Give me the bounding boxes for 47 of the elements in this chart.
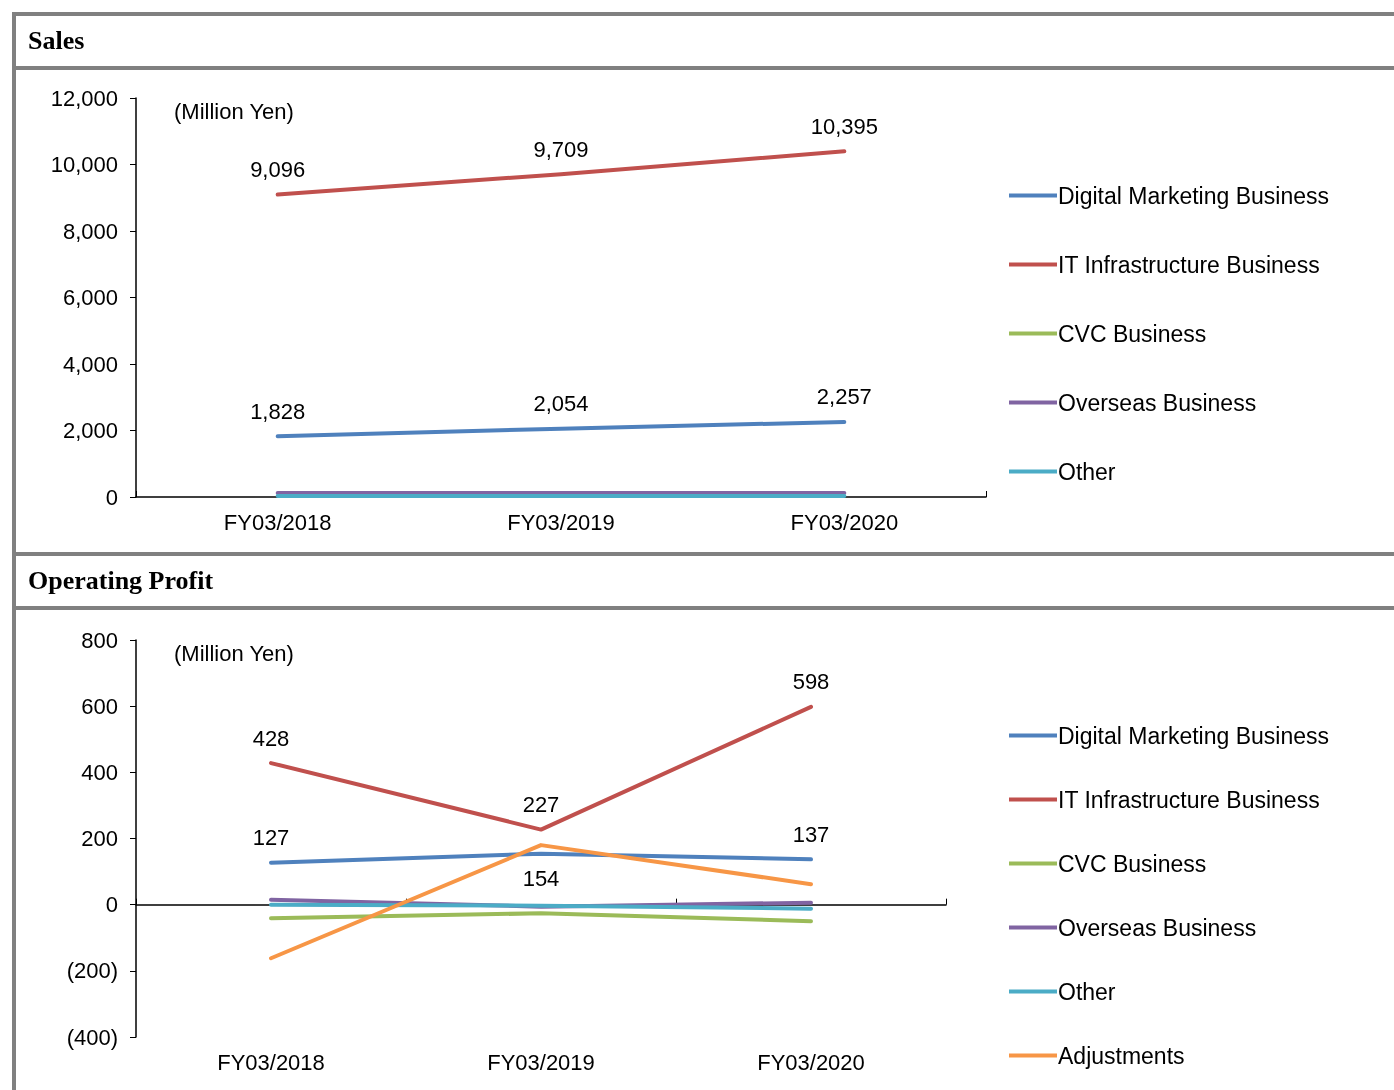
- x-tick-label: FY03/2020: [757, 1049, 865, 1075]
- x-tick-label: FY03/2020: [790, 509, 899, 535]
- legend-label: Digital Marketing Business: [1058, 182, 1330, 209]
- data-label: 9,709: [533, 136, 589, 162]
- y-tick-label: 0: [105, 484, 118, 510]
- data-label: 428: [252, 725, 290, 751]
- chart-title: Operating Profit: [16, 552, 1394, 610]
- y-tick-label: 600: [81, 693, 118, 719]
- legend-label: Digital Marketing Business: [1058, 722, 1330, 749]
- x-tick-label: FY03/2019: [507, 509, 615, 535]
- data-label: 10,395: [810, 113, 878, 139]
- y-tick-label: 2,000: [62, 418, 118, 443]
- data-label: 2,257: [816, 384, 872, 410]
- data-label: 1,828: [250, 398, 306, 424]
- legend-label: IT Infrastructure Business: [1058, 786, 1320, 813]
- y-tick-label: 800: [81, 627, 118, 653]
- x-tick-label: FY03/2019: [487, 1049, 595, 1075]
- data-label: 9,096: [250, 157, 306, 183]
- y-tick-label: 12,000: [50, 85, 118, 111]
- legend-label: Other: [1058, 458, 1116, 485]
- y-tick-label: 10,000: [50, 152, 118, 177]
- y-tick-label: (200): [66, 958, 118, 984]
- legend-label: Other: [1058, 978, 1116, 1005]
- y-tick-label: 400: [81, 759, 118, 785]
- legend-label: Overseas Business: [1058, 914, 1257, 941]
- legend-label: Adjustments: [1058, 1042, 1185, 1069]
- x-tick-label: FY03/2018: [223, 509, 332, 535]
- legend-label: Overseas Business: [1058, 389, 1257, 416]
- y-tick-label: 200: [81, 826, 118, 851]
- data-label: 137: [792, 821, 830, 847]
- data-label: 227: [522, 792, 560, 818]
- y-tick-label: 0: [105, 892, 118, 918]
- data-label: 154: [522, 866, 560, 892]
- y-tick-label: 6,000: [62, 285, 118, 310]
- y-tick-label: (400): [66, 1024, 118, 1050]
- data-label: 598: [792, 669, 830, 695]
- legend-label: CVC Business: [1058, 320, 1207, 347]
- chart-title: Sales: [16, 12, 1394, 70]
- data-label: 2,054: [533, 391, 589, 417]
- data-label: 127: [252, 825, 290, 851]
- legend-label: IT Infrastructure Business: [1058, 251, 1320, 278]
- y-tick-label: 8,000: [62, 218, 118, 244]
- x-tick-label: FY03/2018: [217, 1049, 325, 1075]
- y-tick-label: 4,000: [62, 351, 118, 377]
- legend-label: CVC Business: [1058, 850, 1207, 877]
- annotation: (Million Yen): [174, 640, 294, 666]
- annotation: (Million Yen): [174, 98, 294, 124]
